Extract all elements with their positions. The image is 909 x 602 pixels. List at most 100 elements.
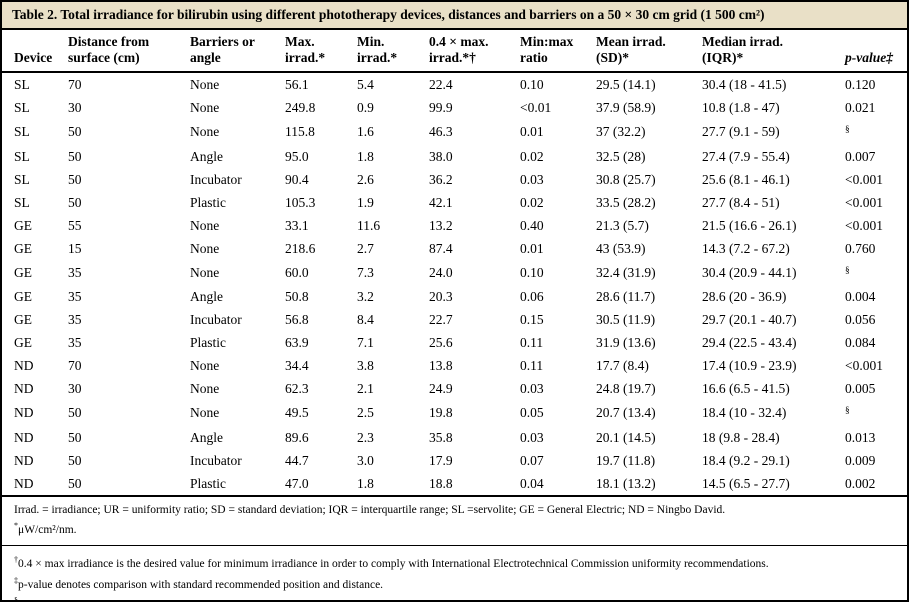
table-row: SL 30 None 249.8 0.9 99.9 <0.01 37.9 (58.9) 10.8… bbox=[2, 96, 907, 119]
table-cell: 27.7 (8.4 - 51) bbox=[702, 194, 780, 210]
table-cell: 8.4 bbox=[357, 312, 374, 327]
table-cell: 0.15 bbox=[520, 312, 544, 327]
table-cell: 1.8 bbox=[357, 475, 374, 491]
col-header-p-value: p-value‡ bbox=[833, 30, 907, 73]
table-row: GE 35 Angle 50.8 3.2 20.3 0.06 28.6 (11.7) 28.6 … bbox=[2, 285, 907, 308]
table-cell: GE bbox=[14, 240, 32, 256]
table-title: Table 2. Total irradiance for bilirubin … bbox=[2, 2, 907, 30]
footnotes-group-abbreviations: Irrad. = irradiance; UR = uniformity rat… bbox=[2, 494, 907, 546]
table-cell: None bbox=[190, 217, 220, 233]
table-cell: 47.0 bbox=[285, 475, 309, 491]
table-cell: 2.1 bbox=[357, 381, 374, 396]
table-cell: 31.9 (13.6) bbox=[596, 335, 656, 350]
table-cell: 0.9 bbox=[357, 100, 374, 115]
header-label: Max. bbox=[285, 34, 315, 49]
table-cell: 10.8 (1.8 - 47) bbox=[702, 100, 780, 115]
table-cell: 24.9 bbox=[429, 381, 453, 396]
table-cell: 60.0 bbox=[285, 264, 309, 280]
table-cell: SL bbox=[14, 148, 30, 164]
table-cell: GE bbox=[14, 312, 32, 327]
table-cell: 50 bbox=[68, 475, 82, 491]
table-cell: 33.5 (28.2) bbox=[596, 194, 656, 210]
table-cell: 0.11 bbox=[520, 335, 544, 350]
table-cell: 249.8 bbox=[285, 100, 316, 115]
header-label: (IQR)* bbox=[702, 50, 744, 65]
header-label: ratio bbox=[520, 50, 548, 65]
footnotes-group-symbols: †0.4 × max irradiance is the desired val… bbox=[2, 545, 907, 600]
table-cell: 36.2 bbox=[429, 171, 453, 187]
table-row: ND 50 Incubator 44.7 3.0 17.9 0.07 19.7 (11.8) 1… bbox=[2, 449, 907, 472]
footnote-abbreviations: Irrad. = irradiance; UR = uniformity rat… bbox=[14, 503, 726, 516]
header-label: Min. bbox=[357, 34, 385, 49]
header-label: 0.4 × max. bbox=[429, 34, 489, 49]
table-header-row: Device Distance from surface (cm) Barrie… bbox=[2, 30, 907, 73]
table-cell: 29.7 (20.1 - 40.7) bbox=[702, 312, 797, 327]
table-cell: 3.2 bbox=[357, 289, 374, 304]
table-cell: Angle bbox=[190, 429, 223, 445]
table-cell: 0.10 bbox=[520, 264, 544, 280]
table-cell: 90.4 bbox=[285, 171, 309, 187]
footnote-text: p-value denotes comparison with standard… bbox=[18, 578, 384, 591]
table-row: ND 50 Angle 89.6 2.3 35.8 0.03 20.1 (14.5) 18 (9… bbox=[2, 426, 907, 449]
footnote-marker: † bbox=[14, 555, 19, 565]
table-cell: 24.8 (19.7) bbox=[596, 381, 656, 396]
table-cell: 27.4 (7.9 - 55.4) bbox=[702, 148, 790, 164]
table-cell: SL bbox=[14, 100, 30, 115]
table-cell: 0.40 bbox=[520, 217, 544, 233]
table-cell: 50 bbox=[68, 452, 82, 468]
table-cell: None bbox=[190, 77, 220, 92]
footnote-unit: *μW/cm²/nm. bbox=[14, 518, 895, 538]
header-label: irrad.* bbox=[357, 50, 398, 65]
table-cell: 49.5 bbox=[285, 405, 309, 421]
table-cell: 3.8 bbox=[357, 358, 374, 373]
table-cell: ND bbox=[14, 381, 34, 396]
table-cell: 35.8 bbox=[429, 429, 453, 445]
table-cell: SL bbox=[14, 194, 30, 210]
footnote-double-dagger: ‡p-value denotes comparison with standar… bbox=[14, 573, 895, 593]
header-label: irrad.* bbox=[285, 50, 326, 65]
header-label: p-value‡ bbox=[845, 50, 893, 65]
table-cell: 89.6 bbox=[285, 429, 309, 445]
table-cell: 1.9 bbox=[357, 194, 374, 210]
table-cell: 50 bbox=[68, 429, 82, 445]
col-header-distance: Distance from surface (cm) bbox=[56, 30, 178, 73]
table-cell: 30.8 (25.7) bbox=[596, 171, 656, 187]
table-row: SL 50 Plastic 105.3 1.9 42.1 0.02 33.5 (28.2) 27… bbox=[2, 191, 907, 214]
table-cell: ND bbox=[14, 429, 34, 445]
table-cell: 0.04 bbox=[520, 475, 544, 491]
table-cell: 62.3 bbox=[285, 381, 309, 396]
table-cell: 0.03 bbox=[520, 381, 544, 396]
table-cell: 50 bbox=[68, 171, 82, 187]
table-cell: 0.021 bbox=[845, 100, 876, 115]
table-cell: Plastic bbox=[190, 194, 226, 210]
table-cell: § bbox=[845, 125, 850, 135]
table-cell: 24.0 bbox=[429, 264, 453, 280]
table-cell: 37.9 (58.9) bbox=[596, 100, 656, 115]
table-cell: 0.03 bbox=[520, 429, 544, 445]
table-row: ND 50 Plastic 47.0 1.8 18.8 0.04 18.1 (13.2) 14.… bbox=[2, 472, 907, 495]
table-cell: 50 bbox=[68, 194, 82, 210]
table-row: GE 55 None 33.1 11.6 13.2 0.40 21.3 (5.7) 21.5 (… bbox=[2, 214, 907, 237]
table-cell: SL bbox=[14, 77, 30, 92]
table-cell: 19.8 bbox=[429, 405, 453, 421]
table-row: SL 70 None 56.1 5.4 22.4 0.10 29.5 (14.1) 30.4 (… bbox=[2, 72, 907, 96]
header-label: irrad.*† bbox=[429, 50, 476, 65]
table-cell: 1.6 bbox=[357, 124, 374, 140]
table-row: GE 15 None 218.6 2.7 87.4 0.01 43 (53.9) 14.3 (7… bbox=[2, 237, 907, 260]
table-cell: 56.8 bbox=[285, 312, 309, 327]
table-row: ND 50 None 49.5 2.5 19.8 0.05 20.7 (13.4) 18.4 (… bbox=[2, 400, 907, 426]
header-label: angle bbox=[190, 50, 221, 65]
table-cell: 21.5 (16.6 - 26.1) bbox=[702, 217, 797, 233]
footnote-text: 0.4 × max irradiance is the desired valu… bbox=[18, 558, 769, 571]
table-cell: 50 bbox=[68, 405, 82, 421]
table-cell: 56.1 bbox=[285, 77, 309, 92]
table-cell: ND bbox=[14, 405, 34, 421]
table-row: GE 35 Plastic 63.9 7.1 25.6 0.11 31.9 (13.6) 29.… bbox=[2, 331, 907, 354]
table-cell: SL bbox=[14, 124, 30, 140]
col-header-max-irrad: Max. irrad.* bbox=[273, 30, 345, 73]
table-cell: 15 bbox=[68, 240, 82, 256]
footnotes: Irrad. = irradiance; UR = uniformity rat… bbox=[2, 494, 907, 600]
table-cell: 32.4 (31.9) bbox=[596, 264, 656, 280]
table-cell: <0.001 bbox=[845, 194, 883, 210]
